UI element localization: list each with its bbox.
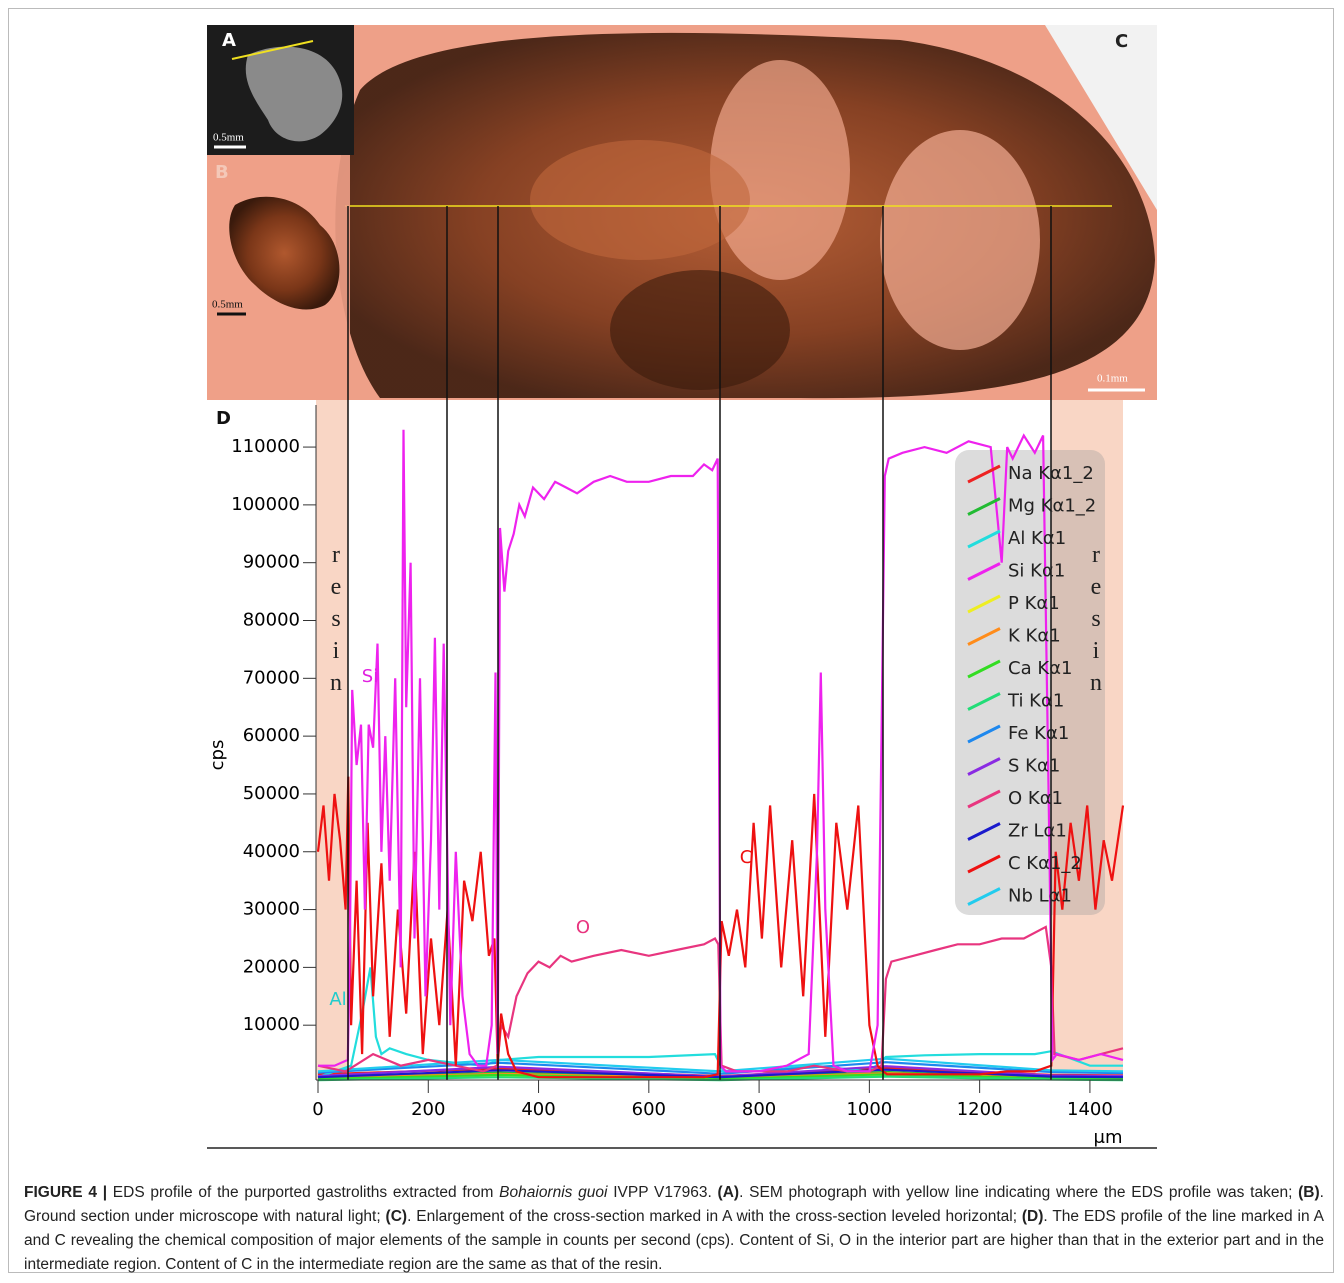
legend-swatch <box>967 464 1001 484</box>
resin-zone <box>1051 400 1123 1080</box>
legend-swatch <box>967 659 1001 679</box>
resin-zone <box>316 400 348 1080</box>
legend-label: Ca Kα1 <box>1008 658 1072 679</box>
caption-label: FIGURE 4 | <box>24 1184 108 1201</box>
legend-swatch <box>967 627 1001 646</box>
caption-text: . The EDS profile of the line marked in … <box>24 1208 1324 1273</box>
y-tick-label: 100000 <box>231 494 300 515</box>
y-tick-label: 110000 <box>231 436 300 457</box>
x-tick-label: 1200 <box>957 1099 1003 1120</box>
boundaries <box>347 206 1052 1080</box>
legend-swatch <box>967 692 1001 711</box>
y-tick-label: 40000 <box>243 841 300 862</box>
caption-text: IVPP V17963. <box>607 1184 718 1201</box>
panel-label: B <box>215 162 229 183</box>
specimen-clear-area <box>710 60 850 280</box>
sem-specimen <box>245 46 343 142</box>
legend-swatch <box>967 497 1001 516</box>
caption-species: Bohaiornis guoi <box>499 1184 608 1201</box>
y-tick-label: 20000 <box>243 956 300 977</box>
series-line <box>318 429 1124 1073</box>
panel-label: C <box>1115 31 1128 52</box>
legend-label: Na Kα1_2 <box>1008 463 1094 484</box>
annotation: resin <box>1083 542 1109 702</box>
panel-label: A <box>222 30 236 51</box>
specimen-region <box>530 140 750 260</box>
annotation: Al <box>329 989 346 1010</box>
y-tick-label: 70000 <box>243 667 300 688</box>
legend-swatch <box>967 887 1001 906</box>
legend-label: Zr Lα1 <box>1008 821 1067 842</box>
legend-swatch <box>967 789 1001 809</box>
legend-label: O Kα1 <box>1008 788 1063 809</box>
legend-label: Si Kα1 <box>1008 561 1065 582</box>
legend-swatch <box>967 822 1001 841</box>
legend-label: K Kα1 <box>1008 626 1061 647</box>
panel-label: D <box>216 408 231 429</box>
annotation: O <box>576 917 590 938</box>
scale-label: 0.5mm <box>212 299 243 311</box>
legend-swatch <box>967 529 1001 549</box>
caption: FIGURE 4 | EDS profile of the purported … <box>24 1181 1324 1277</box>
caption-text: . SEM photograph with yellow line indica… <box>739 1184 1299 1201</box>
specimen-clear-area <box>880 130 1040 350</box>
legend-label: P Kα1 <box>1008 593 1060 614</box>
annotation: resin <box>323 542 349 702</box>
legend-label: Al Kα1 <box>1008 528 1066 549</box>
series-line <box>317 1068 1124 1079</box>
y-tick-label: 30000 <box>243 899 300 920</box>
scale-label: 0.5mm <box>213 132 244 144</box>
y-tick-label: 50000 <box>243 783 300 804</box>
profile-line <box>231 40 314 60</box>
caption-text: . Enlargement of the cross-section marke… <box>407 1208 1022 1225</box>
legend-label: Nb Lα1 <box>1008 886 1072 907</box>
legend-label: S Kα1 <box>1008 756 1060 777</box>
y-axis-title: cps <box>207 740 228 771</box>
series-line <box>317 1057 1124 1073</box>
legend-swatch <box>967 854 1001 874</box>
x-axis-title: μm <box>1094 1127 1123 1148</box>
x-tick-label: 600 <box>632 1099 666 1120</box>
x-tick-label: 0 <box>312 1099 323 1120</box>
y-tick-label: 60000 <box>243 725 300 746</box>
frame <box>8 8 1334 1273</box>
scale-label: 0.1mm <box>1097 373 1128 385</box>
caption-text: EDS profile of the purported gastroliths… <box>107 1184 500 1201</box>
caption-panel: (A) <box>717 1184 740 1201</box>
legend-label: Ti Kα1 <box>1007 691 1064 712</box>
x-tick-label: 1000 <box>846 1099 892 1120</box>
x-tick-label: 800 <box>742 1099 776 1120</box>
y-tick-label: 80000 <box>243 610 300 631</box>
x-tick-label: 1400 <box>1067 1099 1113 1120</box>
legend-swatch <box>967 562 1001 581</box>
caption-panel: (B) <box>1298 1184 1320 1201</box>
photo-corner <box>1045 25 1157 210</box>
legend-label: Mg Kα1_2 <box>1008 496 1096 517</box>
specimen-region <box>610 270 790 390</box>
legend-swatch <box>967 724 1001 744</box>
x-tick-label: 200 <box>411 1099 445 1120</box>
series-line <box>317 967 1123 1079</box>
caption-panel: (C) <box>385 1208 408 1225</box>
legend-swatch <box>967 757 1001 776</box>
y-tick-label: 10000 <box>243 1014 300 1035</box>
annotation: Si <box>362 666 378 687</box>
legend-label: Fe Kα1 <box>1008 723 1069 744</box>
series-line <box>316 776 1125 1079</box>
y-tick-label: 90000 <box>243 552 300 573</box>
caption-text: . Ground section under microscope with n… <box>24 1184 1324 1225</box>
figure: A B C D 0.5mm 0.5mm 0.1mm cps μm 1000020… <box>207 25 1157 1149</box>
legend-swatch <box>967 594 1001 614</box>
x-tick-label: 400 <box>521 1099 555 1120</box>
annotation: C <box>740 847 753 868</box>
caption-panel: (D) <box>1021 1208 1044 1225</box>
micro-specimen <box>229 196 340 310</box>
legend-label: C Kα1_2 <box>1008 853 1082 874</box>
